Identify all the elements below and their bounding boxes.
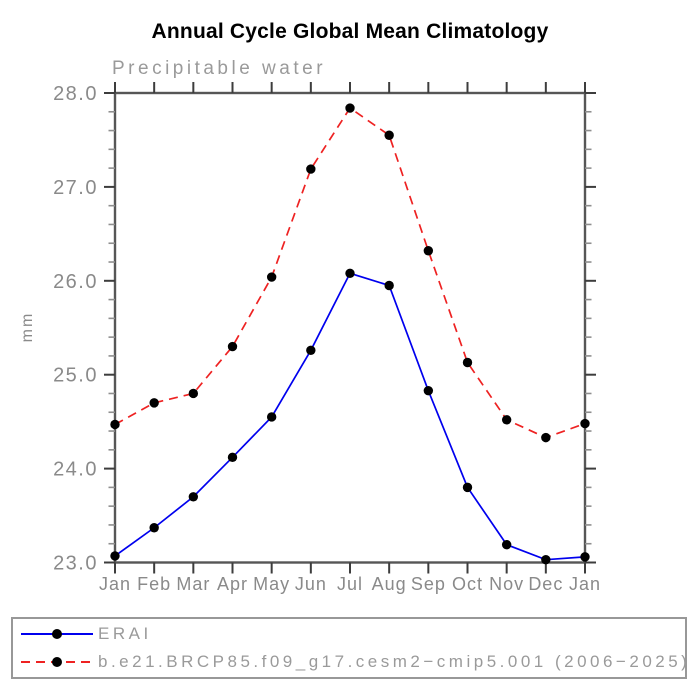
legend-label-erai: ERAI [98, 623, 152, 643]
x-tick-label: Jun [295, 574, 327, 594]
data-point-marker [462, 357, 473, 368]
data-point-marker [345, 268, 355, 278]
data-point-marker [188, 388, 199, 399]
x-tick-label: Feb [137, 574, 171, 594]
x-tick-label: Aug [372, 574, 407, 594]
data-point-marker [227, 341, 238, 352]
legend: ERAI b.e21.BRCP85.f09_g17.cesm2−cmip5.00… [11, 617, 687, 679]
data-point-marker [306, 345, 316, 355]
x-tick-label: Sep [411, 574, 446, 594]
y-tick-label: 26.0 [53, 271, 98, 293]
x-tick-label: Oct [452, 574, 483, 594]
x-tick-label: Jan [99, 574, 131, 594]
data-point-marker [266, 272, 277, 282]
x-tick-label: Nov [489, 574, 524, 594]
data-point-marker [541, 432, 551, 443]
data-point-marker [384, 280, 394, 291]
data-point-marker [501, 415, 512, 425]
data-point-marker [227, 452, 238, 463]
data-point-marker [580, 418, 590, 429]
y-tick-label: 23.0 [53, 553, 98, 575]
y-tick-label: 25.0 [53, 365, 98, 387]
legend-item-cesm2: b.e21.BRCP85.f09_g17.cesm2−cmip5.001 (20… [13, 649, 687, 676]
y-tick-label: 24.0 [53, 459, 98, 481]
legend-label-cesm2: b.e21.BRCP85.f09_g17.cesm2−cmip5.001 (20… [98, 652, 691, 672]
legend-line-sample-solid [21, 628, 93, 639]
x-tick-label: Mar [176, 574, 210, 594]
data-point-marker [149, 398, 159, 408]
x-tick-label: Dec [528, 574, 563, 594]
data-point-marker [110, 419, 120, 430]
data-point-marker [110, 551, 120, 561]
data-point-marker [423, 246, 434, 256]
data-point-marker [384, 130, 394, 140]
chart-subtitle-left: Precipitable water [112, 58, 327, 79]
x-tick-label: May [253, 574, 290, 594]
series-line-erai [114, 272, 586, 561]
data-point-marker [462, 482, 473, 493]
data-point-marker [266, 412, 277, 422]
data-point-marker [501, 539, 512, 550]
x-tick-label: Jan [569, 574, 601, 594]
data-point-marker [149, 523, 159, 533]
y-tick-label: 28.0 [53, 83, 98, 105]
chart-title: Annual Cycle Global Mean Climatology [151, 20, 549, 43]
x-tick-label: Jul [337, 574, 363, 594]
data-point-marker [580, 552, 590, 562]
data-point-marker [541, 554, 551, 565]
legend-item-erai: ERAI [13, 620, 685, 647]
data-point-marker [306, 164, 316, 174]
data-point-marker [423, 385, 434, 396]
legend-line-sample-dashed [21, 657, 93, 668]
x-tick-label: Apr [217, 574, 248, 594]
plot-frame [113, 91, 587, 564]
data-point-marker [188, 492, 199, 502]
data-point-marker [345, 103, 355, 113]
y-tick-label: 27.0 [53, 177, 98, 199]
